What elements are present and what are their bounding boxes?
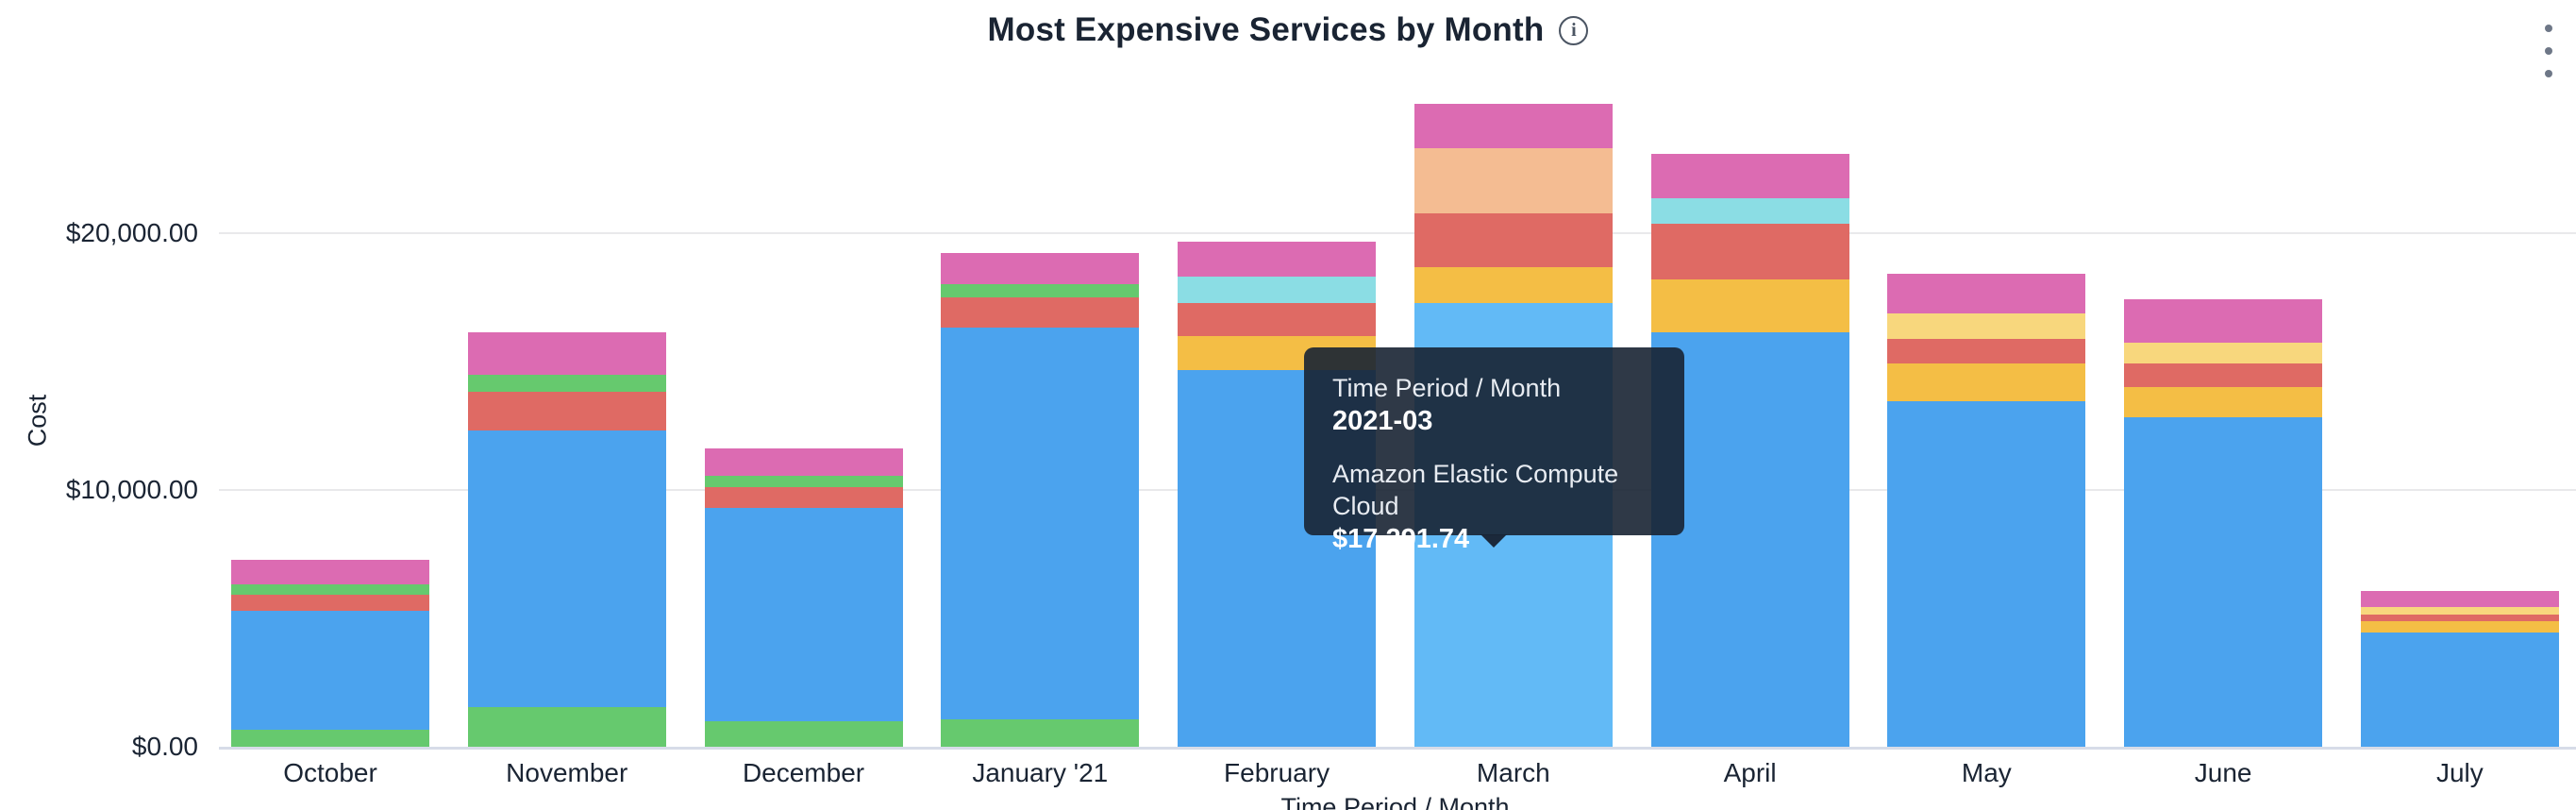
- x-tick-label: December: [742, 758, 865, 787]
- y-axis-title: Cost: [23, 394, 52, 447]
- bar-october[interactable]: [231, 560, 429, 747]
- bar-segment[interactable]: [941, 328, 1140, 719]
- x-tick-label: February: [1224, 758, 1330, 787]
- bar-segment[interactable]: [1650, 198, 1849, 225]
- y-tick-0: $0.00: [131, 732, 198, 761]
- bar-segment[interactable]: [467, 375, 666, 393]
- x-tick-label: July: [2435, 758, 2484, 787]
- gridline-20000: [219, 232, 2576, 234]
- x-tick-label: May: [1961, 758, 2012, 787]
- bar-segment[interactable]: [704, 476, 903, 488]
- chart-header: Most Expensive Services by Month i: [0, 11, 2576, 49]
- bar-segment[interactable]: [1178, 242, 1377, 278]
- bar-segment[interactable]: [467, 430, 666, 708]
- bar-segment[interactable]: [1887, 339, 2086, 363]
- y-tick-20000: $20,000.00: [65, 218, 198, 247]
- bar-segment[interactable]: [1178, 277, 1377, 304]
- x-tick-label: March: [1476, 758, 1550, 787]
- bar-segment[interactable]: [1178, 303, 1377, 337]
- bar-segment[interactable]: [1650, 224, 1849, 280]
- bar-segment[interactable]: [2124, 387, 2323, 417]
- kebab-menu-icon[interactable]: [2542, 25, 2555, 77]
- info-icon[interactable]: i: [1559, 15, 1589, 45]
- tooltip-arrow: [1480, 534, 1507, 548]
- bar-segment[interactable]: [231, 730, 429, 747]
- tooltip-heading-value: 2021-03: [1332, 406, 1433, 436]
- bar-segment[interactable]: [941, 719, 1140, 747]
- bar-january-21[interactable]: [941, 253, 1140, 747]
- tooltip: Time Period / Month 2021-03 Amazon Elast…: [1304, 347, 1684, 554]
- chart-title: Most Expensive Services by Month: [987, 11, 1545, 48]
- x-tick-label: October: [283, 758, 377, 787]
- bar-segment[interactable]: [1413, 266, 1613, 303]
- bar-segment[interactable]: [1650, 279, 1849, 333]
- bar-segment[interactable]: [704, 448, 903, 477]
- bar-segment[interactable]: [1887, 312, 2086, 339]
- x-tick-label: June: [2194, 758, 2252, 787]
- bar-segment[interactable]: [467, 392, 666, 431]
- bar-segment[interactable]: [941, 297, 1140, 329]
- bar-segment[interactable]: [704, 487, 903, 509]
- bar-segment[interactable]: [2360, 591, 2559, 608]
- bar-may[interactable]: [1887, 273, 2086, 747]
- bar-segment[interactable]: [467, 332, 666, 376]
- tooltip-heading-label: Time Period / Month: [1332, 374, 1562, 402]
- bar-segment[interactable]: [231, 560, 429, 585]
- bar-segment[interactable]: [941, 253, 1140, 285]
- x-tick-label: April: [1723, 758, 1777, 787]
- bar-segment[interactable]: [1413, 147, 1613, 213]
- bar-july[interactable]: [2360, 591, 2559, 747]
- bar-segment[interactable]: [704, 508, 903, 722]
- bar-segment[interactable]: [2360, 633, 2559, 747]
- bar-segment[interactable]: [2124, 343, 2323, 363]
- bar-segment[interactable]: [1413, 212, 1613, 267]
- bar-segment[interactable]: [1887, 401, 2086, 747]
- bar-segment[interactable]: [2124, 363, 2323, 387]
- bar-segment[interactable]: [231, 584, 429, 596]
- y-tick-10000: $10,000.00: [65, 475, 198, 504]
- x-axis-labels: October November December January '21 Februa…: [231, 757, 2559, 789]
- x-axis-title: Time Period / Month: [1280, 793, 1510, 810]
- x-tick-label: January '21: [972, 758, 1109, 787]
- bar-segment[interactable]: [941, 284, 1140, 298]
- x-tick-label: November: [506, 758, 628, 787]
- bar-segment[interactable]: [1650, 153, 1849, 199]
- bar-segment[interactable]: [2124, 417, 2323, 747]
- bar-segment[interactable]: [1413, 103, 1613, 148]
- x-axis-line: [219, 747, 2576, 750]
- bar-segment[interactable]: [231, 611, 429, 730]
- tooltip-series-value: $17,291.74: [1332, 524, 1470, 554]
- tooltip-series-label: Amazon Elastic Compute Cloud: [1332, 460, 1619, 520]
- bars: [231, 0, 2559, 747]
- bar-segment[interactable]: [467, 707, 666, 747]
- bar-segment[interactable]: [2360, 615, 2559, 621]
- bar-segment[interactable]: [704, 721, 903, 747]
- bar-segment[interactable]: [231, 595, 429, 612]
- bar-december[interactable]: [704, 448, 903, 747]
- bar-june[interactable]: [2124, 299, 2323, 747]
- bar-segment[interactable]: [2360, 621, 2559, 633]
- bar-segment[interactable]: [1887, 273, 2086, 313]
- bar-november[interactable]: [467, 332, 666, 747]
- bar-segment[interactable]: [1887, 363, 2086, 401]
- bar-february[interactable]: [1178, 242, 1377, 747]
- bar-segment[interactable]: [2124, 299, 2323, 343]
- bar-segment[interactable]: [2360, 607, 2559, 616]
